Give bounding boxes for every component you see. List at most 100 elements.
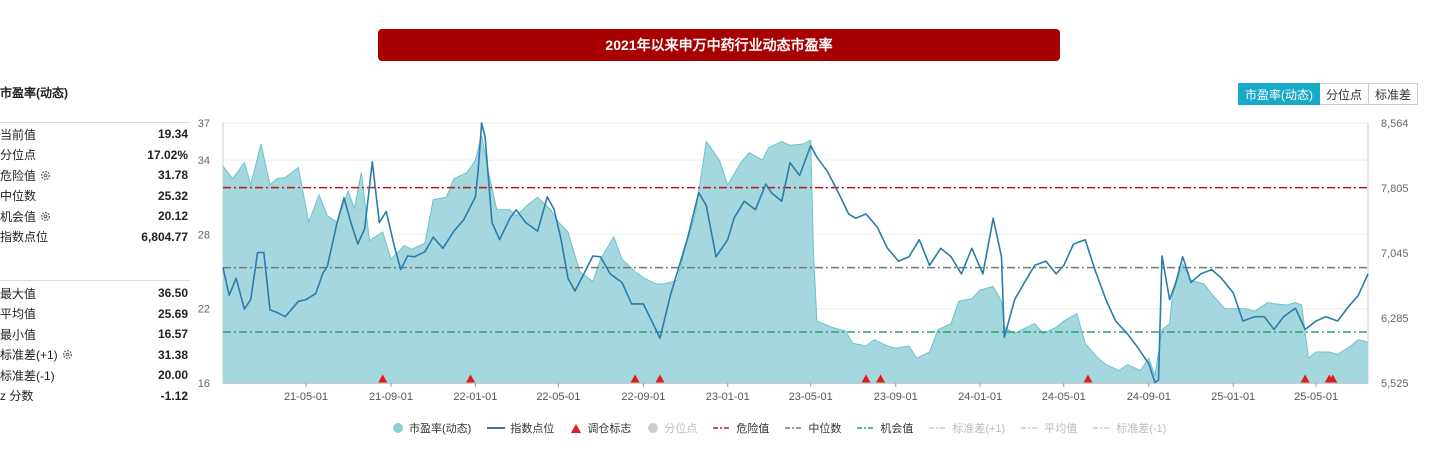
stat-value: -1.12 [160,388,188,403]
right-tick-label: 7,045 [1381,248,1409,260]
x-tick-label: 22-05-01 [536,391,580,403]
x-tick-label: 24-09-01 [1127,391,1171,403]
stat-label: 平均值 [0,305,36,322]
x-tick-label: 22-09-01 [621,391,665,403]
tab-percentile[interactable]: 分位点 [1320,83,1370,105]
legend-label: 指数点位 [510,423,555,435]
stat-label-text: 分位点 [0,148,37,162]
legend-swatch-icon [648,423,659,433]
stat-label-text: z 分数 [0,389,34,403]
stat-label-text: 指数点位 [0,230,49,244]
stat-value: 16.57 [157,327,188,341]
x-tick-label: 25-05-01 [1294,391,1338,403]
stat-row: 标准差(-1) 20.00 [0,365,188,385]
stat-label: 当前值 [0,126,36,143]
stat-row: 平均值 25.69 [0,304,188,324]
x-tick-label: 22-01-01 [453,391,497,403]
panel-header: 市盈率(动态) [0,86,68,100]
legend-label: 标准差(-1) [1116,423,1167,435]
legend-item[interactable]: 市盈率(动态) [392,420,471,436]
stat-value: 19.34 [157,127,188,141]
stat-label: 最大值 [0,285,36,302]
x-tick-label: 21-09-01 [369,391,413,403]
chart-title: 2021年以来申万中药行业动态市盈率 [378,29,1060,61]
tab-pe[interactable]: 市盈率(动态) [1238,83,1320,105]
legend-swatch-icon [487,427,506,429]
stat-row: 危险值 31.78 [0,165,188,185]
stat-row: 机会值 20.12 [0,206,188,226]
legend-swatch-icon [929,427,948,429]
stat-label: 指数点位 [0,228,48,245]
legend-item[interactable]: 中位数 [785,420,841,436]
gear-icon[interactable] [40,211,51,222]
stat-value: 20.12 [157,209,188,223]
left-tick-label: 22 [198,304,210,316]
legend-swatch-icon [857,427,876,429]
legend-label: 标准差(+1) [952,423,1006,435]
rebalance-marker [1328,374,1338,383]
x-tick-label: 23-01-01 [706,391,750,403]
x-tick-label: 24-01-01 [958,391,1002,403]
stat-value: 25.69 [157,306,188,321]
legend-label: 危险值 [736,423,770,435]
stat-label: 分位点 [0,146,36,163]
right-tick-label: 8,564 [1381,118,1409,130]
legend-label: 平均值 [1044,423,1078,435]
stat-label-text: 标准差(-1) [0,368,55,383]
legend-swatch-icon [571,424,582,433]
legend-swatch-icon [1093,427,1112,429]
legend-item[interactable]: 分位点 [647,420,697,436]
stat-label-text: 中位数 [0,189,37,203]
legend-label: 分位点 [664,423,698,435]
legend-item[interactable]: 调仓标志 [570,420,631,436]
legend-item[interactable]: 指数点位 [487,420,554,436]
legend-item[interactable]: 平均值 [1021,420,1077,436]
right-tick-label: 6,285 [1381,313,1409,325]
right-tick-label: 7,805 [1381,183,1409,195]
left-tick-label: 34 [198,155,210,167]
stat-label: 标准差(+1) [0,346,73,363]
left-tick-label: 28 [198,229,210,241]
stat-label: 标准差(-1) [0,367,55,384]
legend-item[interactable]: 标准差(+1) [929,420,1005,436]
stat-row: z 分数 -1.12 [0,386,188,406]
rebalance-marker [1083,374,1093,383]
index-line [222,122,1369,384]
legend-swatch-icon [713,427,732,429]
x-tick-label: 23-09-01 [874,391,918,403]
gear-icon[interactable] [62,349,73,360]
left-tick-label: 37 [198,118,210,130]
tab-stddev[interactable]: 标准差 [1369,83,1419,105]
legend-label: 机会值 [880,423,914,435]
legend-item[interactable]: 标准差(-1) [1093,420,1166,436]
rebalance-marker [876,374,886,383]
legend-label: 中位数 [808,423,842,435]
stat-label-text: 当前值 [0,127,37,142]
legend-label: 市盈率(动态) [409,423,472,435]
metric-tabs: 市盈率(动态) 分位点 标准差 [1238,83,1419,105]
rebalance-marker [1300,374,1310,383]
legend-swatch-icon [1021,427,1040,429]
rebalance-marker [466,374,476,383]
legend-item[interactable]: 机会值 [857,420,913,436]
stat-label: 最小值 [0,326,36,343]
stat-row: 最大值 36.50 [0,283,188,303]
legend-item[interactable]: 危险值 [713,420,769,436]
stats-divider-top [0,122,190,123]
stat-row: 当前值 19.34 [0,124,188,144]
stat-value: 25.32 [157,188,188,203]
stat-label: 危险值 [0,167,51,184]
legend-swatch-icon [393,423,403,433]
left-tick-label: 16 [198,378,210,390]
gear-icon[interactable] [40,170,51,181]
stat-row: 最小值 16.57 [0,324,188,344]
pe-area-edge [222,135,1369,376]
legend-swatch-icon [785,427,804,429]
stat-value: 31.38 [157,347,188,362]
stat-label-text: 机会值 [0,209,37,224]
legend-label: 调仓标志 [587,423,632,435]
chart-legend: 市盈率(动态) 指数点位 调仓标志 分位点 危险值 中位数 机会值 标准差(+1) 平均值 标准差… [392,419,1166,437]
stat-value: 20.00 [157,368,188,382]
stat-row: 标准差(+1) 31.38 [0,345,188,365]
